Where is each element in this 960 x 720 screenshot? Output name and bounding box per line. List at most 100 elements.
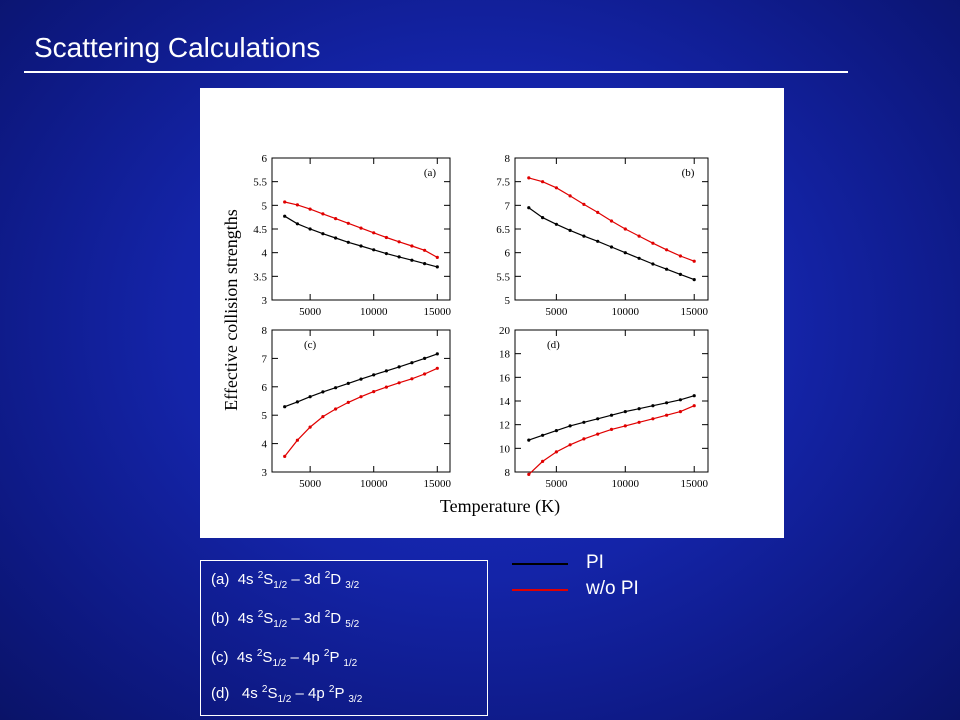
key-term: D — [330, 571, 342, 588]
data-point — [541, 180, 545, 184]
y-tick-label: 12 — [499, 420, 510, 432]
data-point — [321, 212, 325, 216]
data-point — [346, 381, 350, 385]
x-tick-label: 5000 — [545, 478, 568, 490]
y-tick-label: 8 — [505, 467, 511, 479]
data-point — [651, 262, 655, 266]
x-tick-label: 15000 — [424, 306, 452, 318]
data-point — [372, 390, 376, 394]
data-point — [609, 245, 614, 249]
data-point — [359, 395, 363, 399]
data-point — [372, 373, 376, 377]
key-sup: 2 — [257, 570, 264, 581]
data-point — [295, 203, 299, 207]
data-point — [651, 404, 655, 408]
data-point — [678, 254, 682, 258]
key-term: S — [263, 610, 274, 627]
key-term: P — [334, 685, 345, 702]
data-point — [568, 443, 572, 447]
data-point — [637, 234, 641, 238]
data-point — [596, 239, 600, 243]
data-point — [423, 372, 427, 376]
key-sub: 1/2 — [273, 580, 288, 591]
data-point — [596, 432, 600, 436]
y-tick-label: 5.5 — [253, 177, 267, 189]
key-tag: (b) — [211, 610, 230, 627]
panel-label: (c) — [304, 339, 317, 351]
data-point — [308, 395, 312, 399]
key-text: 4s — [237, 685, 262, 702]
data-point — [623, 424, 627, 428]
key-text: – 3d — [287, 610, 325, 627]
key-text: 4s — [237, 571, 258, 588]
series-line — [284, 215, 438, 268]
y-tick-label: 4.5 — [253, 224, 267, 236]
data-point — [651, 241, 655, 245]
data-point — [283, 200, 287, 204]
legend: PI w/o PI — [512, 552, 672, 602]
key-sub: 1/2 — [343, 658, 358, 669]
x-tick-label: 15000 — [680, 478, 708, 490]
x-tick-label: 5000 — [299, 306, 322, 318]
key-sub: 1/2 — [272, 658, 287, 669]
y-tick-label: 5 — [505, 295, 511, 307]
data-point — [541, 216, 545, 220]
data-point — [423, 248, 427, 252]
data-point — [596, 210, 600, 214]
x-tick-label: 5000 — [545, 306, 568, 318]
x-tick-label: 15000 — [680, 306, 708, 318]
data-point — [334, 407, 338, 411]
data-point — [623, 227, 627, 231]
x-tick-label: 10000 — [612, 478, 640, 490]
data-point — [541, 433, 545, 437]
series-line — [528, 395, 695, 441]
y-tick-label: 18 — [499, 349, 511, 361]
data-point — [665, 401, 669, 405]
data-point — [359, 377, 363, 381]
data-point — [692, 278, 696, 282]
y-tick-label: 5.5 — [496, 271, 510, 283]
panel-label: (a) — [424, 167, 437, 179]
x-axis-label: Temperature (K) — [440, 496, 560, 517]
title-divider — [24, 71, 848, 73]
data-point — [384, 385, 388, 389]
data-point — [397, 255, 401, 259]
data-point — [678, 410, 682, 414]
key-sup: 2 — [257, 609, 264, 620]
data-point — [321, 232, 325, 236]
y-tick-label: 4 — [262, 248, 268, 260]
key-sup: 2 — [328, 684, 335, 695]
key-term: P — [329, 649, 340, 666]
data-point — [637, 407, 641, 411]
y-tick-label: 5 — [262, 200, 268, 212]
y-tick-label: 6 — [262, 382, 268, 394]
data-point — [554, 450, 558, 454]
page-title: Scattering Calculations — [34, 32, 321, 63]
legend-item-pi: PI — [512, 552, 672, 576]
y-tick-label: 6 — [505, 248, 511, 260]
key-tag: (d) — [211, 685, 230, 702]
data-point — [308, 227, 312, 231]
data-point — [410, 377, 414, 381]
data-point — [665, 413, 669, 417]
data-point — [692, 394, 696, 398]
key-term: S — [263, 571, 274, 588]
key-row-a: (a) 4s 2S1/2 – 3d 2D 3/2 — [211, 570, 360, 591]
plot-frame — [514, 157, 709, 301]
legend-swatch-wo-pi — [512, 589, 568, 591]
x-tick-label: 10000 — [360, 478, 388, 490]
key-sub: 3/2 — [345, 580, 360, 591]
data-point — [334, 217, 338, 221]
data-point — [384, 252, 388, 256]
data-point — [435, 255, 439, 259]
series-line — [284, 367, 438, 457]
key-sub: 5/2 — [345, 619, 360, 630]
data-point — [321, 415, 325, 419]
data-point — [637, 420, 641, 424]
key-text: 4s — [237, 610, 258, 627]
data-point — [665, 267, 669, 271]
data-point — [623, 410, 627, 414]
data-point — [582, 437, 586, 441]
figure-panel: Effective collision strengths Temperatur… — [200, 88, 784, 538]
y-tick-label: 10 — [499, 443, 511, 455]
